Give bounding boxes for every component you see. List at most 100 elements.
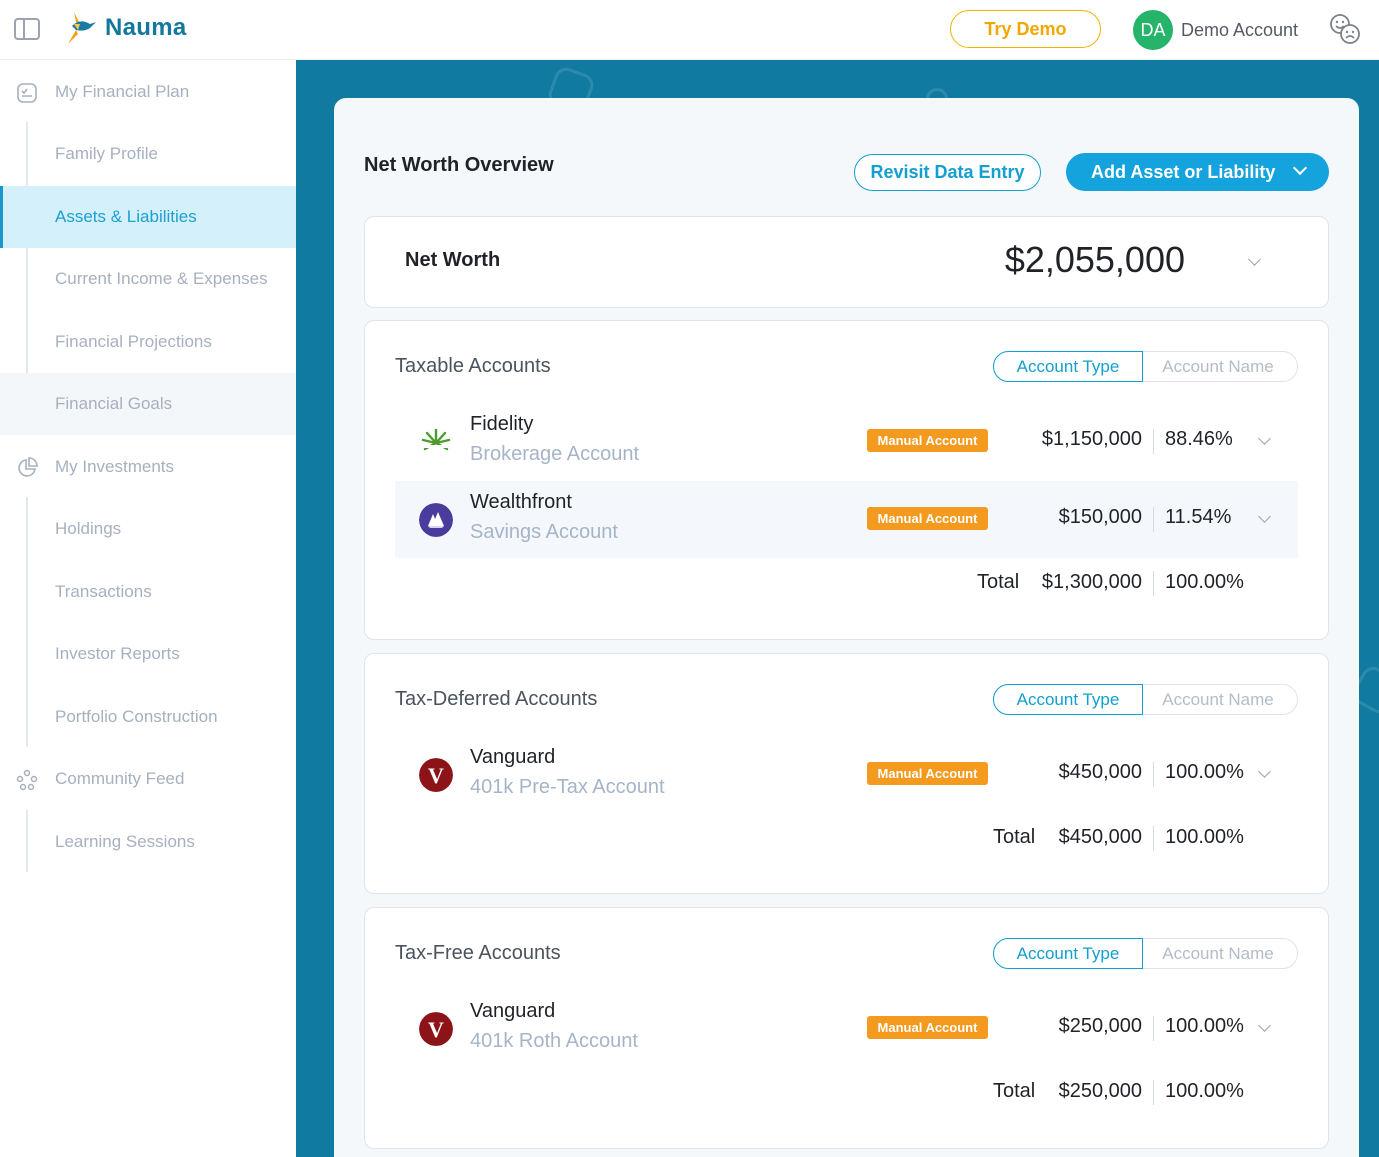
- content-panel: Net Worth Overview Revisit Data Entry Ad…: [334, 98, 1359, 1157]
- sidebar-item-label: My Investments: [55, 457, 175, 476]
- total-label: Total: [977, 571, 1020, 593]
- sidebar-item-financial-goals[interactable]: Financial Goals: [0, 373, 296, 435]
- sidebar: My Financial Plan Family Profile Assets …: [0, 60, 296, 1157]
- toggle-account-name[interactable]: Account Name: [1162, 689, 1274, 709]
- svg-text:V: V: [428, 1017, 444, 1042]
- chevron-down-icon[interactable]: [1258, 510, 1271, 523]
- section-title: Taxable Accounts: [395, 355, 551, 377]
- sidebar-item-assets-liabilities[interactable]: Assets & Liabilities: [0, 186, 296, 248]
- sidebar-item-learning-sessions[interactable]: Learning Sessions: [0, 811, 296, 873]
- sidebar-item-label: Current Income & Expenses: [55, 269, 268, 288]
- sidebar-item-label: Portfolio Construction: [55, 707, 218, 726]
- sidebar-item-my-investments[interactable]: My Investments: [0, 436, 296, 498]
- total-label: Total: [993, 1080, 1036, 1102]
- institution-name: Fidelity: [470, 413, 534, 435]
- account-row[interactable]: V Vanguard 401k Roth Account Manual Acco…: [395, 990, 1298, 1067]
- account-name: Savings Account: [470, 521, 618, 543]
- svg-text:V: V: [428, 763, 444, 788]
- main-area: Net Worth Overview Revisit Data Entry Ad…: [296, 60, 1379, 1157]
- account-percent: 100.00%: [1165, 761, 1244, 783]
- sidebar-item-family-profile[interactable]: Family Profile: [0, 123, 296, 185]
- toggle-account-type[interactable]: Account Type: [993, 351, 1143, 382]
- sidebar-item-my-financial-plan[interactable]: My Financial Plan: [0, 61, 296, 123]
- toggle-account-name[interactable]: Account Name: [1162, 943, 1274, 963]
- net-worth-label: Net Worth: [405, 249, 501, 271]
- sidebar-item-transactions[interactable]: Transactions: [0, 561, 296, 623]
- account-percent: 100.00%: [1165, 1015, 1244, 1037]
- tax-free-accounts-card: Tax-Free Accounts Account Type Account N…: [364, 907, 1329, 1149]
- account-percent: 11.54%: [1165, 506, 1232, 528]
- brand-name[interactable]: Nauma: [105, 14, 187, 41]
- add-asset-liability-label: Add Asset or Liability: [1091, 161, 1276, 182]
- section-title: Tax-Deferred Accounts: [395, 688, 598, 710]
- divider: [1153, 571, 1154, 596]
- manual-account-badge: Manual Account: [867, 1016, 988, 1039]
- feedback-faces-icon[interactable]: [1328, 12, 1362, 46]
- avatar[interactable]: DA: [1133, 10, 1173, 50]
- manual-account-badge: Manual Account: [867, 762, 988, 785]
- toggle-account-type[interactable]: Account Type: [993, 684, 1143, 715]
- account-row[interactable]: Wealthfront Savings Account Manual Accou…: [395, 481, 1298, 558]
- group-by-toggle: Account Type Account Name: [993, 684, 1298, 715]
- vanguard-logo-icon: V: [419, 1012, 453, 1046]
- divider: [1153, 826, 1154, 851]
- institution-name: Vanguard: [470, 746, 556, 768]
- total-percent: 100.00%: [1165, 571, 1244, 593]
- total-percent: 100.00%: [1165, 1080, 1244, 1102]
- sidebar-item-community-feed[interactable]: Community Feed: [0, 748, 296, 810]
- sidebar-item-label: Investor Reports: [55, 644, 180, 663]
- account-row[interactable]: V Vanguard 401k Pre-Tax Account Manual A…: [395, 736, 1298, 813]
- sidebar-item-investor-reports[interactable]: Investor Reports: [0, 623, 296, 685]
- nav-tree-line: [26, 497, 28, 747]
- institution-name: Vanguard: [470, 1000, 556, 1022]
- group-by-toggle: Account Type Account Name: [993, 938, 1298, 969]
- sidebar-item-portfolio-construction[interactable]: Portfolio Construction: [0, 686, 296, 748]
- nav-tree-line: [26, 122, 28, 394]
- account-amount: $1,150,000: [1041, 428, 1142, 450]
- account-row[interactable]: Fidelity Brokerage Account Manual Accoun…: [395, 403, 1298, 480]
- manual-account-badge: Manual Account: [867, 429, 988, 452]
- sidebar-item-label: Learning Sessions: [55, 832, 195, 851]
- total-amount: $450,000: [1058, 826, 1142, 848]
- pie-chart-icon: [18, 457, 38, 477]
- total-row: Total $450,000 100.00%: [395, 826, 1298, 856]
- sidebar-item-label: Family Profile: [55, 144, 158, 163]
- add-asset-liability-button[interactable]: Add Asset or Liability: [1066, 153, 1329, 191]
- sidebar-item-holdings[interactable]: Holdings: [0, 498, 296, 560]
- sidebar-item-financial-projections[interactable]: Financial Projections: [0, 311, 296, 373]
- fidelity-logo-icon: [420, 426, 452, 458]
- chevron-down-icon: [1292, 160, 1308, 176]
- net-worth-card[interactable]: Net Worth $2,055,000: [364, 216, 1329, 308]
- chevron-down-icon[interactable]: [1258, 765, 1271, 778]
- chevron-down-icon[interactable]: [1258, 1019, 1271, 1032]
- account-amount: $250,000: [1058, 1015, 1142, 1037]
- divider: [1153, 507, 1154, 532]
- revisit-data-entry-button[interactable]: Revisit Data Entry: [854, 154, 1041, 191]
- taxable-accounts-card: Taxable Accounts Account Type Account Na…: [364, 320, 1329, 640]
- divider: [1153, 762, 1154, 787]
- nav-tree-line: [26, 810, 28, 872]
- wealthfront-logo-icon: [419, 503, 453, 537]
- checklist-icon: [17, 83, 37, 103]
- hummingbird-logo-icon: [64, 12, 96, 44]
- sidebar-item-current-income-expenses[interactable]: Current Income & Expenses: [0, 248, 296, 310]
- section-title: Tax-Free Accounts: [395, 942, 561, 964]
- total-percent: 100.00%: [1165, 826, 1244, 848]
- account-name: 401k Roth Account: [470, 1030, 638, 1052]
- account-name[interactable]: Demo Account: [1181, 20, 1299, 40]
- chevron-down-icon[interactable]: [1248, 253, 1261, 266]
- total-amount: $1,300,000: [1041, 571, 1142, 593]
- chevron-down-icon[interactable]: [1258, 432, 1271, 445]
- page-title: Net Worth Overview: [364, 154, 554, 176]
- try-demo-button[interactable]: Try Demo: [950, 10, 1101, 48]
- institution-name: Wealthfront: [470, 491, 572, 513]
- divider: [1153, 1080, 1154, 1105]
- sidebar-item-label: Holdings: [55, 519, 122, 538]
- sidebar-toggle-icon[interactable]: [14, 18, 40, 40]
- total-row: Total $1,300,000 100.00%: [395, 571, 1298, 601]
- toggle-account-type[interactable]: Account Type: [993, 938, 1143, 969]
- tax-deferred-accounts-card: Tax-Deferred Accounts Account Type Accou…: [364, 653, 1329, 894]
- account-amount: $150,000: [1058, 506, 1142, 528]
- toggle-account-name[interactable]: Account Name: [1162, 356, 1274, 376]
- sidebar-item-label: Assets & Liabilities: [55, 207, 197, 226]
